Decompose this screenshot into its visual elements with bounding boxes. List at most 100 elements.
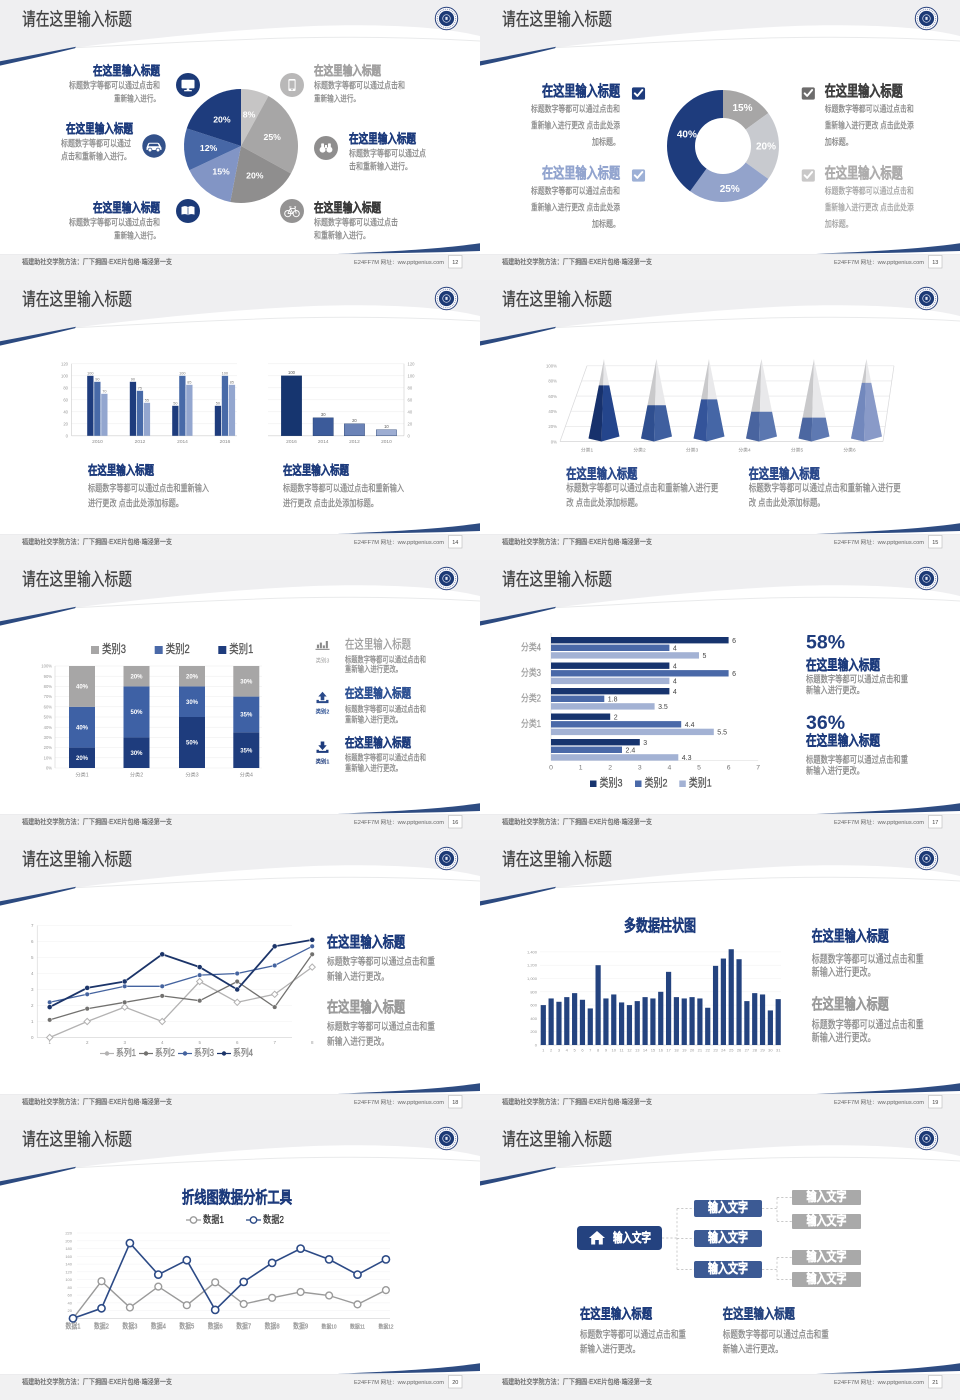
svg-text:输入文字: 输入文字: [807, 1248, 847, 1264]
svg-text:数据1: 数据1: [203, 1213, 224, 1226]
svg-text:8: 8: [311, 1040, 314, 1045]
svg-text:4: 4: [673, 689, 677, 696]
svg-text:18: 18: [452, 1100, 458, 1106]
svg-text:60: 60: [63, 397, 68, 402]
svg-text:标题数字等都可以通过点击: 标题数字等都可以通过点击: [314, 217, 398, 228]
svg-text:输入文字: 输入文字: [807, 1188, 847, 1204]
svg-text:4: 4: [566, 1048, 569, 1053]
svg-text:12: 12: [627, 1048, 632, 1053]
svg-text:类别1: 类别1: [316, 757, 330, 765]
svg-text:数据4: 数据4: [151, 1322, 166, 1331]
svg-text:分类1: 分类1: [75, 771, 88, 779]
svg-text:20%: 20%: [44, 745, 53, 750]
svg-text:70: 70: [102, 389, 106, 393]
svg-text:19: 19: [682, 1048, 687, 1053]
svg-text:标题数字等都可以通过点击和重: 标题数字等都可以通过点击和重: [812, 1018, 924, 1031]
svg-text:20: 20: [68, 1308, 73, 1313]
svg-text:100: 100: [65, 1277, 72, 1282]
svg-text:标题数字等都可以通过点击和重新输入进行更: 标题数字等都可以通过点击和重新输入进行更: [566, 482, 718, 495]
svg-text:19: 19: [932, 1100, 938, 1106]
svg-text:标题数字等都可以通过点击和: 标题数字等都可以通过点击和: [314, 80, 405, 91]
svg-text:点击和重新输入进行。: 点击和重新输入进行。: [61, 151, 131, 162]
svg-text:类别2: 类别2: [166, 642, 190, 656]
svg-text:标题数字等都可以通过点击和: 标题数字等都可以通过点击和: [825, 103, 914, 114]
svg-text:数据6: 数据6: [208, 1322, 223, 1331]
svg-text:20%: 20%: [76, 756, 89, 762]
svg-text:60: 60: [68, 1293, 73, 1298]
svg-text:重新输入进行更改 点击此处添: 重新输入进行更改 点击此处添: [531, 120, 620, 131]
svg-text:数据12: 数据12: [378, 1323, 393, 1331]
svg-text:100%: 100%: [41, 664, 52, 669]
svg-text:58%: 58%: [806, 632, 845, 654]
svg-text:在这里输入标题: 在这里输入标题: [345, 686, 411, 701]
svg-text:7: 7: [756, 764, 760, 771]
svg-text:数据2: 数据2: [263, 1213, 284, 1226]
svg-text:在这里输入标题: 在这里输入标题: [93, 200, 160, 215]
svg-text:40: 40: [63, 409, 68, 414]
svg-text:25%: 25%: [264, 132, 282, 142]
svg-text:600: 600: [530, 1003, 537, 1008]
svg-text:16: 16: [659, 1048, 664, 1053]
svg-text:1,000: 1,000: [527, 976, 538, 981]
svg-text:新输入进行更改。: 新输入进行更改。: [580, 1343, 640, 1356]
svg-text:100: 100: [87, 371, 93, 375]
svg-text:请在这里输入标题: 请在这里输入标题: [22, 849, 132, 870]
svg-text:折线图数据分析工具: 折线图数据分析工具: [182, 1188, 293, 1207]
svg-text:2014: 2014: [177, 439, 188, 445]
svg-text:在这里输入标题: 在这里输入标题: [806, 657, 881, 673]
svg-text:标题数字等都可以通过点击和: 标题数字等都可以通过点击和: [69, 80, 160, 91]
svg-text:分类2: 分类2: [521, 692, 541, 705]
svg-text:180: 180: [65, 1246, 72, 1251]
svg-text:1,400: 1,400: [527, 949, 538, 954]
svg-text:20%: 20%: [186, 674, 199, 680]
svg-text:3: 3: [643, 740, 647, 747]
svg-text:加标题。: 加标题。: [825, 218, 853, 229]
svg-text:在这里输入标题: 在这里输入标题: [542, 164, 620, 182]
svg-text:17: 17: [666, 1048, 671, 1053]
svg-text:1: 1: [31, 1019, 34, 1024]
svg-text:85: 85: [187, 380, 191, 384]
svg-text:新输入进行更改。: 新输入进行更改。: [723, 1343, 783, 1356]
svg-text:2012: 2012: [135, 439, 146, 445]
svg-text:标题数字等都可以通过点击和: 标题数字等都可以通过点击和: [345, 655, 426, 665]
svg-text:1: 1: [542, 1048, 545, 1053]
svg-text:5: 5: [703, 653, 707, 660]
svg-text:输入文字: 输入文字: [708, 1199, 748, 1215]
svg-text:5.5: 5.5: [717, 730, 727, 737]
svg-text:3: 3: [638, 764, 642, 771]
svg-text:分类3: 分类3: [185, 771, 198, 779]
svg-text:请在这里输入标题: 请在这里输入标题: [502, 849, 612, 870]
svg-text:30: 30: [768, 1048, 773, 1053]
svg-text:在这里输入标题: 在这里输入标题: [806, 733, 881, 749]
svg-text:13: 13: [635, 1048, 640, 1053]
svg-text:20%: 20%: [213, 115, 231, 125]
svg-text:30%: 30%: [130, 751, 143, 757]
svg-text:分类5: 分类5: [791, 447, 804, 454]
svg-text:25: 25: [729, 1048, 734, 1053]
svg-text:输入文字: 输入文字: [807, 1212, 847, 1228]
svg-text:10: 10: [612, 1048, 617, 1053]
svg-text:40: 40: [408, 409, 413, 414]
svg-text:加标题。: 加标题。: [592, 218, 620, 229]
svg-text:分类2: 分类2: [633, 447, 646, 454]
svg-text:标题数字等都可以通过点击和重: 标题数字等都可以通过点击和重: [812, 953, 924, 966]
svg-text:10%: 10%: [44, 755, 53, 760]
svg-text:数据5: 数据5: [179, 1322, 194, 1331]
svg-text:80%: 80%: [548, 379, 557, 384]
svg-text:120: 120: [61, 361, 69, 366]
svg-text:15%: 15%: [212, 167, 230, 177]
svg-text:分类1: 分类1: [581, 447, 594, 454]
svg-text:5: 5: [697, 764, 701, 771]
svg-text:类别3: 类别3: [600, 776, 623, 790]
svg-text:200: 200: [530, 1029, 537, 1034]
svg-text:输入文字: 输入文字: [807, 1270, 847, 1286]
svg-text:在这里输入标题: 在这里输入标题: [580, 1306, 652, 1322]
svg-text:多数据柱状图: 多数据柱状图: [624, 916, 696, 935]
svg-text:50: 50: [216, 401, 220, 405]
svg-text:新输入进行更改。: 新输入进行更改。: [806, 765, 864, 777]
svg-text:和重新输入进行。: 和重新输入进行。: [314, 230, 370, 241]
svg-text:60%: 60%: [44, 704, 53, 709]
svg-text:120: 120: [408, 361, 416, 366]
svg-text:标题数字等都可以通过点击和重: 标题数字等都可以通过点击和重: [806, 673, 908, 686]
svg-text:标题数字等都可以通过点击和: 标题数字等都可以通过点击和: [345, 753, 426, 763]
